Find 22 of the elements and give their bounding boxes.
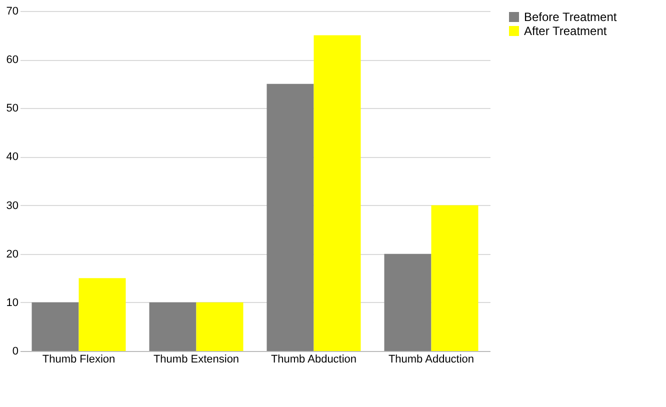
bar [78,278,126,351]
y-tick-label: 70 [6,6,18,18]
bar [149,302,196,351]
x-tick-label: Thumb Adduction [388,354,474,366]
bar [32,302,79,351]
y-tick-label: 20 [6,248,18,260]
x-tick-label: Thumb Flexion [42,354,116,366]
y-tick-label: 60 [6,54,18,66]
y-tick-label: 0 [12,346,18,358]
y-tick-label: 10 [6,296,18,309]
x-tick-label: Thumb Abduction [270,354,357,366]
y-tick-label: 50 [6,102,18,115]
bar [431,205,478,351]
bar [266,84,314,351]
legend-label: Before Treatment [524,10,618,24]
y-tick-label: 40 [6,151,18,164]
bar [384,254,432,351]
bar [314,35,361,351]
legend-label: After Treatment [524,24,608,38]
y-tick-label: 30 [6,200,18,212]
x-tick-label: Thumb Extension [153,354,240,366]
bar [196,302,244,351]
